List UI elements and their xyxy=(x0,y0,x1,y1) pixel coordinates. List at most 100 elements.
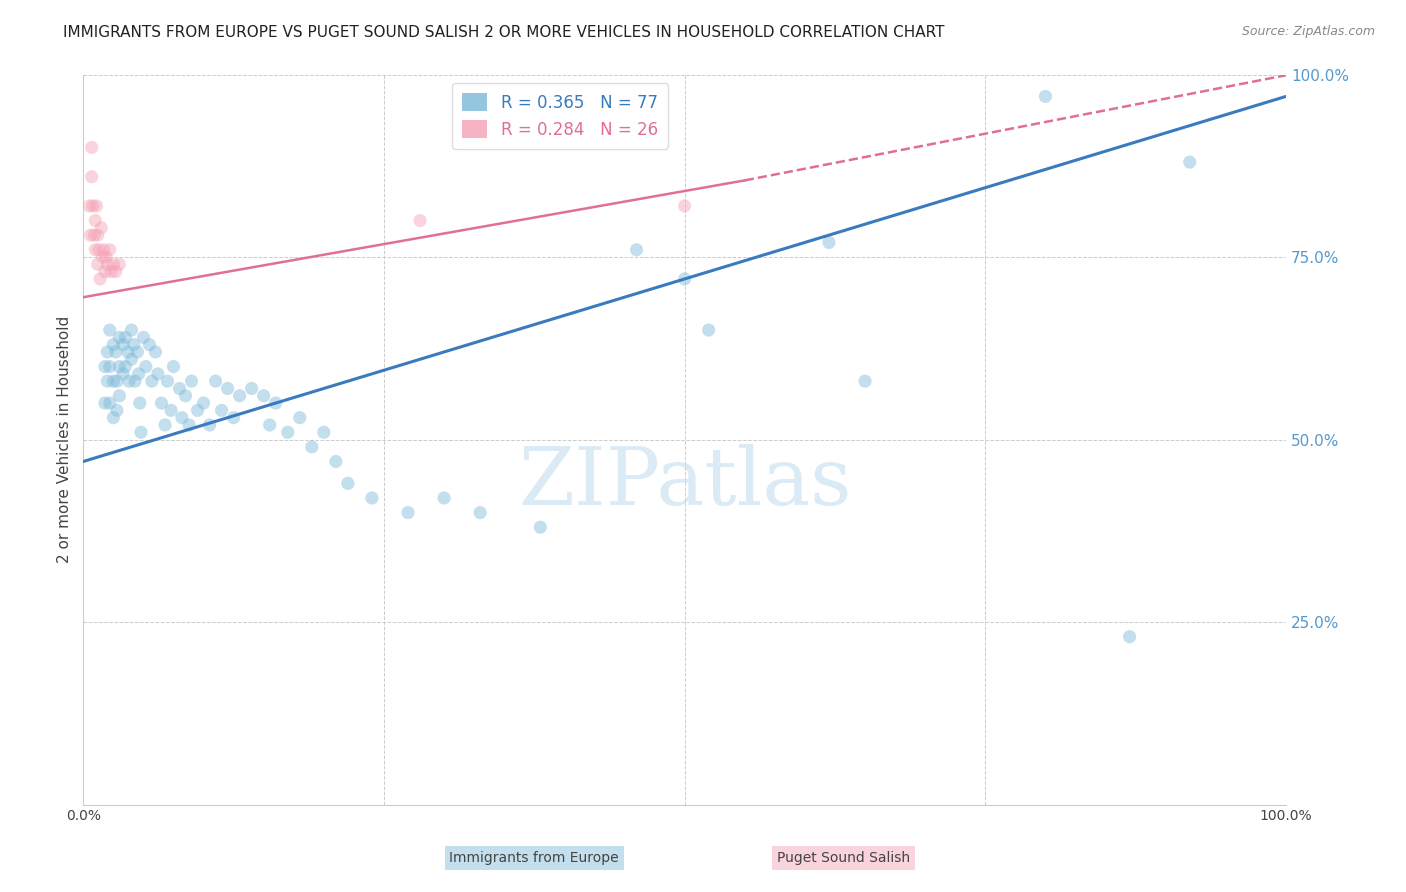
Point xyxy=(156,374,179,388)
Point xyxy=(1178,155,1201,169)
Point xyxy=(108,359,131,374)
Point xyxy=(105,374,128,388)
Point xyxy=(124,374,146,388)
Point xyxy=(361,491,384,505)
Point xyxy=(179,417,201,432)
Point xyxy=(301,440,323,454)
Point xyxy=(529,520,551,534)
Point xyxy=(150,396,173,410)
Point xyxy=(87,257,110,271)
Point xyxy=(96,257,118,271)
Point xyxy=(98,359,121,374)
Point xyxy=(104,345,127,359)
Point xyxy=(122,337,145,351)
Point xyxy=(240,381,263,395)
Point xyxy=(128,396,150,410)
Point xyxy=(128,367,150,381)
Point xyxy=(325,454,347,468)
Point xyxy=(160,403,183,417)
Point xyxy=(193,396,215,410)
Point xyxy=(79,228,101,243)
Point xyxy=(100,265,122,279)
Point xyxy=(170,410,193,425)
Point xyxy=(98,323,121,337)
Text: Puget Sound Salish: Puget Sound Salish xyxy=(778,851,910,865)
Point xyxy=(470,506,492,520)
Point xyxy=(132,330,155,344)
Point xyxy=(138,337,160,351)
Point xyxy=(103,410,125,425)
Text: Source: ZipAtlas.com: Source: ZipAtlas.com xyxy=(1241,25,1375,38)
Point xyxy=(818,235,841,250)
Point xyxy=(82,199,104,213)
Point xyxy=(222,410,245,425)
Point xyxy=(673,199,696,213)
Text: ZIPatlas: ZIPatlas xyxy=(517,444,852,523)
Point xyxy=(217,381,239,395)
Point xyxy=(336,476,359,491)
Point xyxy=(96,345,118,359)
Point xyxy=(277,425,299,440)
Point xyxy=(169,381,191,395)
Point xyxy=(312,425,335,440)
Point xyxy=(105,403,128,417)
Point xyxy=(145,345,167,359)
Point xyxy=(87,228,110,243)
Text: Immigrants from Europe: Immigrants from Europe xyxy=(450,851,619,865)
Point xyxy=(135,359,157,374)
Point xyxy=(259,417,281,432)
Point xyxy=(114,330,136,344)
Point xyxy=(93,243,115,257)
Point xyxy=(118,374,141,388)
Point xyxy=(103,257,125,271)
Point xyxy=(80,140,103,154)
Point xyxy=(120,323,142,337)
Point xyxy=(127,345,149,359)
Point xyxy=(111,367,134,381)
Point xyxy=(697,323,720,337)
Point xyxy=(91,250,114,264)
Point xyxy=(153,417,176,432)
Point xyxy=(146,367,169,381)
Point xyxy=(96,374,118,388)
Point xyxy=(117,345,139,359)
Point xyxy=(94,359,117,374)
Point xyxy=(129,425,152,440)
Point xyxy=(162,359,184,374)
Point xyxy=(253,389,276,403)
Point xyxy=(86,199,108,213)
Point xyxy=(396,506,419,520)
Point xyxy=(853,374,876,388)
Point xyxy=(90,220,112,235)
Point xyxy=(80,169,103,184)
Point xyxy=(83,228,105,243)
Point xyxy=(409,213,432,227)
Point xyxy=(108,389,131,403)
Point xyxy=(211,403,233,417)
Point xyxy=(94,396,117,410)
Point xyxy=(87,243,110,257)
Point xyxy=(94,265,117,279)
Point xyxy=(84,213,107,227)
Point xyxy=(84,243,107,257)
Point xyxy=(104,265,127,279)
Point xyxy=(673,272,696,286)
Point xyxy=(98,396,121,410)
Point xyxy=(114,359,136,374)
Legend: R = 0.365   N = 77, R = 0.284   N = 26: R = 0.365 N = 77, R = 0.284 N = 26 xyxy=(453,83,668,149)
Point xyxy=(103,337,125,351)
Text: IMMIGRANTS FROM EUROPE VS PUGET SOUND SALISH 2 OR MORE VEHICLES IN HOUSEHOLD COR: IMMIGRANTS FROM EUROPE VS PUGET SOUND SA… xyxy=(63,25,945,40)
Point xyxy=(264,396,287,410)
Point xyxy=(120,352,142,367)
Point xyxy=(111,337,134,351)
Point xyxy=(98,243,121,257)
Point xyxy=(204,374,226,388)
Point xyxy=(433,491,456,505)
Point xyxy=(1035,89,1057,103)
Point xyxy=(108,257,131,271)
Point xyxy=(187,403,209,417)
Point xyxy=(141,374,163,388)
Y-axis label: 2 or more Vehicles in Household: 2 or more Vehicles in Household xyxy=(58,316,72,563)
Point xyxy=(198,417,221,432)
Point xyxy=(288,410,311,425)
